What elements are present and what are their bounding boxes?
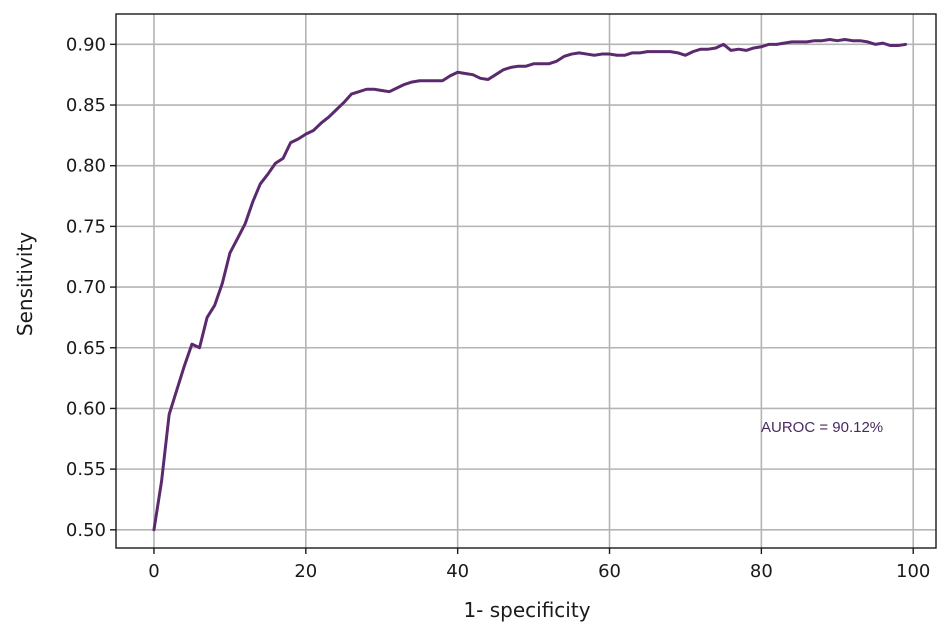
x-axis-ticks: 0 20 40 60 80 100 [148,548,930,582]
y-tick-label: 0.50 [66,520,106,541]
y-tick-label: 0.85 [66,95,106,116]
y-tick-label: 0.55 [66,459,106,480]
y-tick-label: 0.70 [66,277,106,298]
x-tick-label: 0 [148,561,159,582]
y-axis-ticks: 0.50 0.55 0.60 0.65 0.70 0.75 0.80 0.85 0.90 [66,34,116,541]
x-tick-label: 100 [896,561,930,582]
roc-curve-line [152,37,908,532]
x-tick-label: 20 [294,561,317,582]
plot-frame [115,13,937,549]
x-tick-label: 40 [446,561,469,582]
series-layer [152,37,908,532]
auroc-annotation: AUROC = 90.12% [761,419,883,436]
y-tick-label: 0.80 [66,156,106,177]
y-tick-label: 0.65 [66,338,106,359]
x-axis-label: 1- specificity [463,598,590,622]
y-tick-label: 0.60 [66,398,106,419]
x-tick-label: 60 [598,561,621,582]
grid [116,14,936,548]
y-tick-label: 0.90 [66,34,106,55]
y-tick-label: 0.75 [66,216,106,237]
x-tick-label: 80 [750,561,773,582]
y-axis-label: Sensitivity [13,232,37,336]
